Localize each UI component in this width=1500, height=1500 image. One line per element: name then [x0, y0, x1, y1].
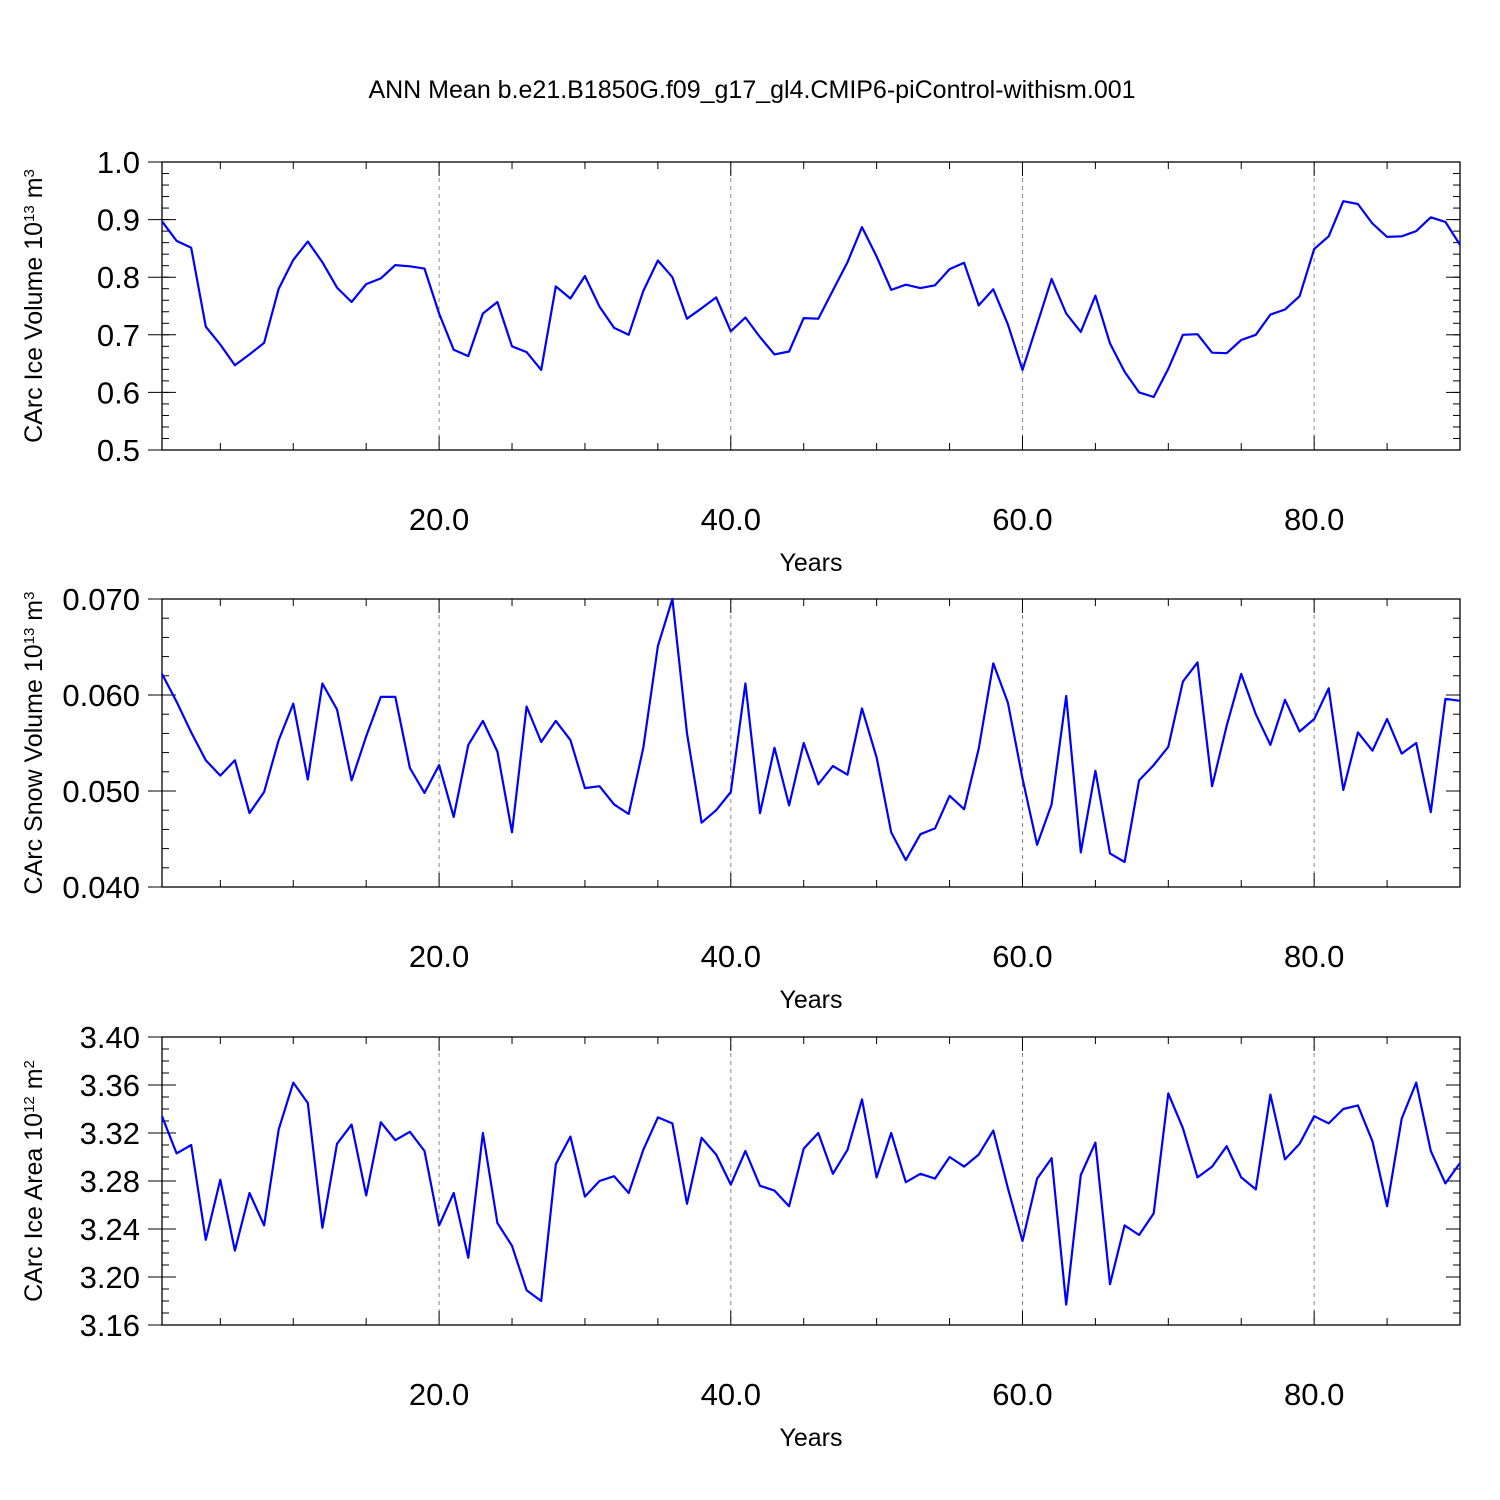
x-axis-label: Years: [779, 986, 842, 1014]
x-tick-label: 20.0: [409, 502, 469, 537]
y-tick-label: 0.7: [97, 318, 140, 353]
y-axis-label-superscript: 12: [21, 1096, 38, 1113]
y-tick-label: 3.40: [80, 1020, 140, 1055]
y-tick-label: 0.050: [62, 774, 140, 809]
y-axis-label: CArc Ice Area 1012 m2: [20, 1060, 48, 1302]
y-axis-label-text: CArc Ice Volume 10: [20, 222, 48, 443]
y-axis-label-text: m: [20, 177, 48, 205]
x-tick-label: 40.0: [701, 939, 761, 974]
x-axis-label: Years: [779, 549, 842, 577]
y-tick-label: 0.040: [62, 870, 140, 905]
x-tick-label: 80.0: [1284, 502, 1344, 537]
y-axis-label-superscript: 2: [21, 1060, 38, 1068]
x-tick-label: 80.0: [1284, 1377, 1344, 1412]
y-tick-label: 3.28: [80, 1164, 140, 1199]
y-axis-label-text: m: [20, 1068, 48, 1096]
data-series-line: [161, 200, 1461, 399]
x-axis-label: Years: [779, 1424, 842, 1452]
y-tick-label: 0.8: [97, 260, 140, 295]
plot-frame: [161, 1036, 1461, 1326]
panel-ice-area: 3.16 3.20 3.24 3.28 3.32 3.36 3.40 20.0 40.0 60.0…: [20, 1020, 1461, 1452]
plot-frame: [161, 598, 1461, 888]
y-tick-label: 0.9: [97, 203, 140, 238]
y-tick-label: 3.32: [80, 1116, 140, 1151]
x-tick-label: 20.0: [409, 939, 469, 974]
data-series-line: [160, 1081, 1461, 1306]
y-axis-label-text: CArc Snow Volume 10: [20, 644, 48, 894]
y-axis-label-text: CArc Ice Area 10: [20, 1113, 48, 1302]
y-axis-label-superscript: 3: [21, 592, 38, 600]
panel-snow-volume: 0.040 0.050 0.060 0.070 20.0 40.0 60.0 80.0 Year…: [20, 582, 1461, 1014]
y-tick-label: 3.16: [80, 1308, 140, 1343]
figure-title: ANN Mean b.e21.B1850G.f09_g17_gl4.CMIP6-…: [368, 76, 1135, 104]
y-tick-label: 3.36: [80, 1068, 140, 1103]
y-axis-label-text: m: [20, 600, 48, 628]
y-axis-label-superscript: 13: [21, 628, 38, 645]
y-axis-label: CArc Snow Volume 1013 m3: [20, 592, 48, 895]
y-tick-label: 0.070: [62, 582, 140, 617]
y-tick-label: 3.24: [80, 1212, 140, 1247]
panel-ice-volume: 0.5 0.6 0.7 0.8 0.9 1.0 20.0 40.0 60.0 80.0 Years C…: [20, 145, 1461, 577]
x-tick-label: 40.0: [701, 1377, 761, 1412]
y-axis-label-superscript: 3: [21, 169, 38, 177]
y-axis-label: CArc Ice Volume 1013 m3: [20, 169, 48, 443]
y-tick-label: 0.6: [97, 375, 140, 410]
x-tick-label: 80.0: [1284, 939, 1344, 974]
y-tick-label: 3.20: [80, 1260, 140, 1295]
x-tick-label: 40.0: [701, 502, 761, 537]
y-tick-label: 0.5: [97, 433, 140, 468]
x-tick-label: 60.0: [992, 1377, 1052, 1412]
y-tick-label: 1.0: [97, 145, 140, 180]
x-tick-label: 60.0: [992, 939, 1052, 974]
x-tick-label: 20.0: [409, 1377, 469, 1412]
y-axis-label-superscript: 13: [21, 205, 38, 222]
x-tick-label: 60.0: [992, 502, 1052, 537]
plot-frame: [161, 161, 1461, 451]
y-tick-label: 0.060: [62, 678, 140, 713]
data-series-line: [161, 597, 1461, 864]
